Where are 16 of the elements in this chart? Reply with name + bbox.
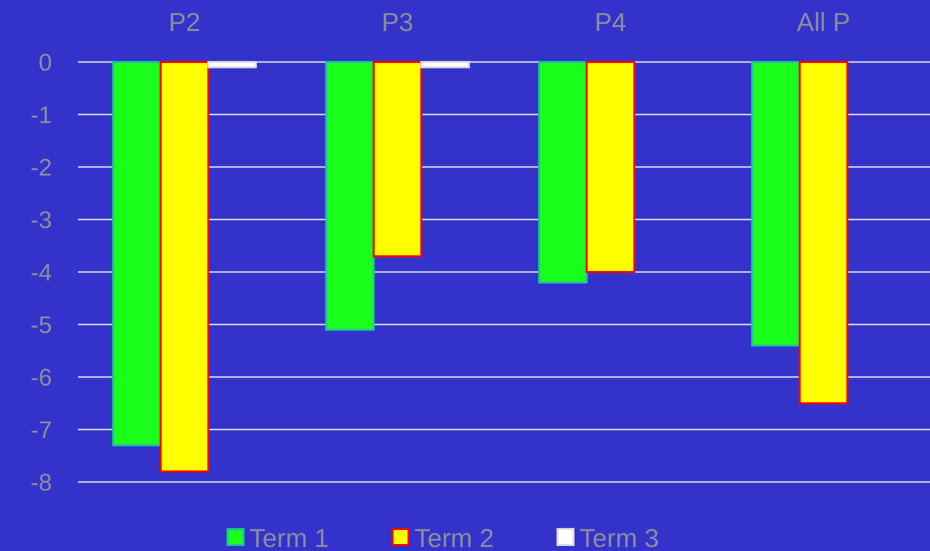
x-tick-label: All P (796, 7, 850, 37)
y-tick-label: 0 (38, 49, 52, 76)
x-tick-label: P2 (168, 7, 200, 37)
y-tick-label: -6 (30, 364, 52, 392)
x-tick-label: P4 (594, 7, 626, 37)
y-tick-label: -2 (30, 154, 52, 182)
legend-label: Term 2 (414, 523, 494, 551)
x-tick-label: P3 (382, 7, 414, 37)
legend-label: Term 3 (580, 523, 659, 551)
y-tick-label: -5 (30, 312, 52, 339)
y-tick-label: -7 (30, 416, 52, 444)
y-tick-label: -3 (30, 206, 52, 234)
y-tick-label: -4 (30, 259, 52, 286)
y-tick-label: -1 (30, 102, 52, 129)
y-tick-label: -8 (30, 469, 52, 496)
legend-label: Term 1 (250, 523, 329, 551)
